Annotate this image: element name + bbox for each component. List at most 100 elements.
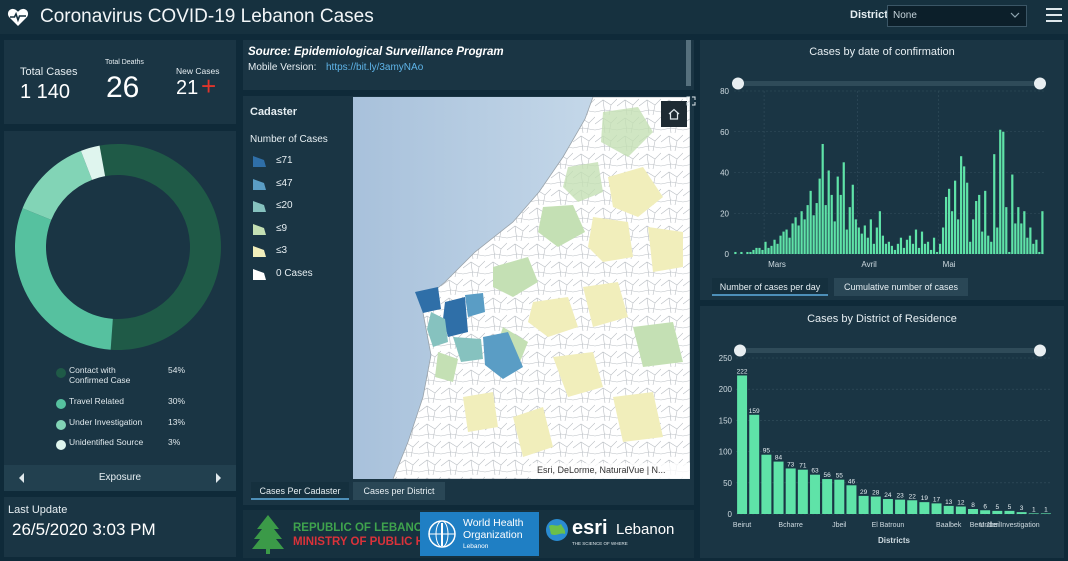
tab-cases-per-district[interactable]: Cases per District <box>353 482 445 500</box>
date-bar[interactable] <box>978 194 981 254</box>
district-bar[interactable] <box>992 510 1003 514</box>
date-bar[interactable] <box>1005 207 1008 254</box>
cadaster-map[interactable]: Esri, DeLorme, NaturalVue | N... <box>353 97 690 479</box>
date-bar[interactable] <box>996 227 999 254</box>
date-bar[interactable] <box>893 249 897 254</box>
date-bar[interactable] <box>981 231 984 254</box>
date-bar[interactable] <box>863 225 866 254</box>
date-bar[interactable] <box>752 249 755 254</box>
date-bar[interactable] <box>851 184 854 254</box>
slider-handle[interactable] <box>732 77 744 90</box>
date-bar[interactable] <box>812 215 815 254</box>
date-bar[interactable] <box>947 188 951 254</box>
district-bar[interactable] <box>785 468 796 514</box>
district-bar[interactable] <box>1040 513 1051 514</box>
date-bar[interactable] <box>800 211 803 254</box>
date-bar[interactable] <box>938 243 942 254</box>
date-bar[interactable] <box>954 180 957 254</box>
date-bar[interactable] <box>833 221 836 254</box>
date-bar[interactable] <box>881 235 884 254</box>
tab-cases-per-day[interactable]: Number of cases per day <box>712 278 828 296</box>
district-bar[interactable] <box>931 503 942 514</box>
date-bar[interactable] <box>1032 243 1035 254</box>
date-bar[interactable] <box>740 251 743 254</box>
date-bar[interactable] <box>993 154 996 254</box>
date-bar[interactable] <box>818 178 821 254</box>
date-bar[interactable] <box>972 219 975 254</box>
date-bar[interactable] <box>764 241 767 254</box>
district-bar[interactable] <box>919 502 930 514</box>
date-bar[interactable] <box>839 194 842 254</box>
slider-handle[interactable] <box>1034 344 1046 357</box>
date-bar[interactable] <box>734 251 737 254</box>
district-bar[interactable] <box>1016 512 1027 514</box>
date-bar[interactable] <box>887 241 891 254</box>
district-bar[interactable] <box>773 461 784 514</box>
date-bar[interactable] <box>878 211 881 254</box>
date-bar[interactable] <box>857 227 860 254</box>
date-bar[interactable] <box>908 235 912 254</box>
district-select[interactable]: None <box>887 5 1027 27</box>
district-bar[interactable] <box>834 479 845 514</box>
date-bar[interactable] <box>923 243 927 254</box>
date-bar[interactable] <box>1041 211 1044 254</box>
date-bar[interactable] <box>782 231 785 254</box>
date-bar[interactable] <box>999 129 1002 254</box>
date-bar[interactable] <box>1008 251 1011 254</box>
date-bar[interactable] <box>963 166 966 254</box>
district-bar[interactable] <box>749 414 760 514</box>
date-bar[interactable] <box>1017 207 1020 254</box>
date-bar[interactable] <box>842 162 845 254</box>
date-bar[interactable] <box>1020 223 1023 254</box>
date-bar[interactable] <box>746 251 749 254</box>
date-bar[interactable] <box>749 251 752 254</box>
district-bar[interactable] <box>737 375 748 514</box>
district-bar[interactable] <box>955 506 966 514</box>
date-bar[interactable] <box>896 243 900 254</box>
date-bar[interactable] <box>969 241 972 254</box>
expand-icon[interactable] <box>686 96 696 106</box>
date-bar[interactable] <box>794 217 797 254</box>
date-bar[interactable] <box>1023 211 1026 254</box>
date-bar[interactable] <box>830 194 833 254</box>
date-bar[interactable] <box>987 235 990 254</box>
date-bar[interactable] <box>845 229 848 254</box>
district-bar[interactable] <box>822 479 833 514</box>
district-bar[interactable] <box>1004 510 1015 514</box>
date-bar[interactable] <box>1011 174 1014 254</box>
date-bar[interactable] <box>984 190 987 254</box>
date-bar[interactable] <box>860 233 863 254</box>
date-bar[interactable] <box>1035 239 1038 254</box>
date-bar[interactable] <box>1029 227 1032 254</box>
date-bar[interactable] <box>957 219 960 254</box>
date-bar[interactable] <box>866 237 869 254</box>
slider-handle[interactable] <box>1034 77 1046 90</box>
date-bar[interactable] <box>932 237 936 254</box>
date-bar[interactable] <box>935 251 939 254</box>
district-bar[interactable] <box>810 474 820 514</box>
date-bar[interactable] <box>872 243 875 254</box>
date-bar[interactable] <box>821 143 824 254</box>
district-range-slider[interactable] <box>740 348 1040 353</box>
source-scrollbar[interactable] <box>686 40 691 86</box>
chevron-right-icon[interactable] <box>214 472 222 484</box>
donut-slice[interactable] <box>22 150 93 220</box>
date-bar[interactable] <box>975 201 978 254</box>
date-bar[interactable] <box>905 239 909 254</box>
tab-cases-per-cadaster[interactable]: Cases Per Cadaster <box>251 482 349 500</box>
date-bar[interactable] <box>824 205 827 254</box>
date-bar[interactable] <box>990 241 993 254</box>
district-bar[interactable] <box>907 500 918 514</box>
date-bar[interactable] <box>854 219 857 254</box>
date-bar[interactable] <box>761 249 764 254</box>
date-bar[interactable] <box>827 170 830 254</box>
date-bar[interactable] <box>884 243 887 254</box>
map-home-button[interactable] <box>661 101 687 127</box>
district-bar[interactable] <box>1028 513 1039 514</box>
date-bar[interactable] <box>941 227 945 254</box>
slider-handle[interactable] <box>734 344 746 357</box>
district-bar[interactable] <box>846 485 857 514</box>
date-bar[interactable] <box>836 176 839 254</box>
hamburger-menu-icon[interactable] <box>1046 7 1062 23</box>
district-bar[interactable] <box>895 499 906 514</box>
